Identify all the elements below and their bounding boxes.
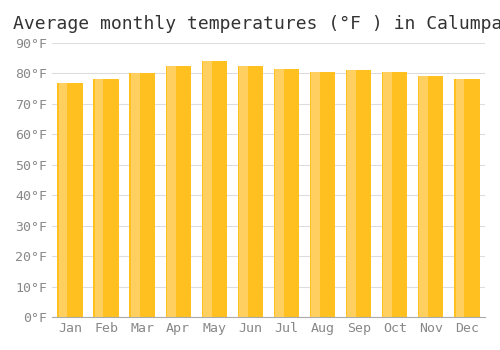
Bar — [346, 70, 372, 317]
Bar — [310, 72, 335, 317]
Bar — [166, 66, 191, 317]
Bar — [130, 74, 154, 317]
Bar — [130, 74, 140, 317]
Bar — [311, 72, 320, 317]
Bar — [348, 70, 356, 317]
Bar — [94, 79, 118, 317]
Bar — [418, 76, 444, 317]
Bar — [58, 83, 82, 317]
Bar — [239, 66, 248, 317]
Bar — [203, 61, 212, 317]
Bar — [202, 61, 227, 317]
Bar — [420, 76, 428, 317]
Bar — [94, 79, 104, 317]
Bar — [238, 66, 263, 317]
Bar — [382, 72, 407, 317]
Title: Average monthly temperatures (°F ) in Calumpang: Average monthly temperatures (°F ) in Ca… — [13, 15, 500, 33]
Bar — [384, 72, 392, 317]
Bar — [58, 83, 68, 317]
Bar — [454, 79, 479, 317]
Bar — [456, 79, 464, 317]
Bar — [275, 69, 284, 317]
Bar — [274, 69, 299, 317]
Bar — [167, 66, 175, 317]
